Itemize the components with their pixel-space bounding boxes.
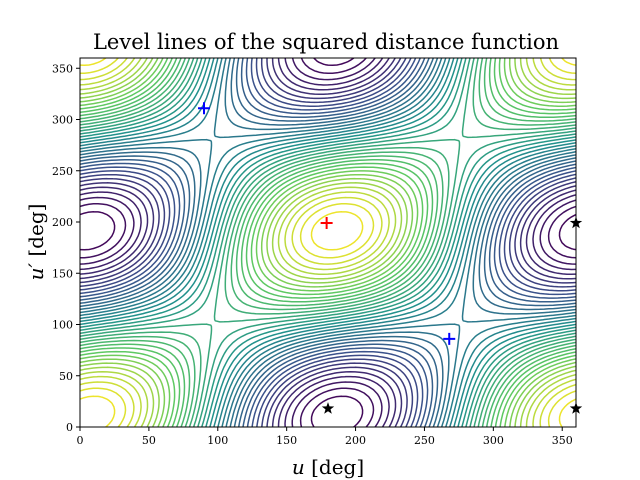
x-tick-label: 350 <box>552 434 573 447</box>
y-tick-label: 250 <box>52 165 73 178</box>
plot-frame <box>79 57 577 428</box>
contour-level <box>80 58 576 427</box>
y-tick-label: 100 <box>52 319 73 332</box>
contour-level <box>80 58 576 427</box>
contour-level <box>80 58 576 427</box>
contour-level <box>80 58 576 427</box>
contour-level <box>80 58 576 427</box>
contour-level <box>80 58 576 427</box>
contour-level <box>80 58 576 427</box>
y-tick-label: 0 <box>66 421 73 434</box>
y-tick-label: 350 <box>52 62 73 75</box>
x-tick-label: 0 <box>77 434 84 447</box>
x-axis-variable: u <box>292 455 305 479</box>
contour-level <box>80 58 576 427</box>
contour-level <box>80 58 576 427</box>
contour-level <box>80 58 576 427</box>
contour-level <box>80 58 576 427</box>
x-tick-label: 300 <box>483 434 504 447</box>
y-axis-label: u′ [deg] <box>24 204 48 281</box>
y-tick-label: 150 <box>52 267 73 280</box>
star-marker <box>321 402 335 414</box>
contour-level <box>80 58 576 427</box>
contour-level <box>80 58 576 427</box>
contour-lines <box>80 58 576 427</box>
contour-level <box>80 58 576 427</box>
star-marker <box>569 216 583 229</box>
contour-level <box>80 58 576 427</box>
contour-level <box>80 58 576 427</box>
x-tick-label: 50 <box>142 434 156 447</box>
markers <box>198 102 583 414</box>
y-axis-variable: u′ <box>24 263 48 281</box>
contour-level <box>80 58 576 427</box>
contour-level <box>80 58 576 427</box>
contour-level <box>80 58 576 427</box>
y-tick-label: 50 <box>59 370 73 383</box>
contour-level <box>80 58 576 427</box>
contour-level <box>80 58 576 427</box>
contour-level <box>80 58 576 427</box>
contour-level <box>80 58 576 427</box>
contour-level <box>80 58 576 427</box>
chart-title: Level lines of the squared distance func… <box>93 30 559 54</box>
y-tick-label: 300 <box>52 114 73 127</box>
plot-area <box>79 57 577 428</box>
contour-level <box>80 58 576 427</box>
x-axis-label: u [deg] <box>292 455 364 479</box>
x-tick-label: 250 <box>414 434 435 447</box>
plus-marker <box>443 332 456 345</box>
contour-level <box>80 58 576 427</box>
y-axis-unit: [deg] <box>24 204 48 263</box>
contour-level <box>80 58 576 427</box>
y-axis-ticks: 0 50 100 150 200 250 300 350 <box>52 62 80 434</box>
contour-level <box>80 58 576 427</box>
contour-level <box>80 58 576 427</box>
contour-level <box>80 58 576 427</box>
x-tick-label: 200 <box>345 434 366 447</box>
star-marker <box>569 402 583 414</box>
x-tick-label: 150 <box>276 434 297 447</box>
plus-marker <box>320 217 333 230</box>
contour-level <box>80 58 576 427</box>
x-tick-label: 100 <box>207 434 228 447</box>
contour-level <box>80 58 576 427</box>
contour-level <box>80 58 576 427</box>
contour-level <box>80 58 576 427</box>
contour-level <box>80 58 576 427</box>
x-axis-ticks: 0 50 100 150 200 250 300 350 <box>77 427 573 447</box>
plus-marker <box>198 102 210 115</box>
contour-level <box>80 58 576 427</box>
x-axis-unit: [deg] <box>305 455 364 479</box>
contour-level <box>80 58 576 427</box>
contour-level <box>80 58 576 427</box>
y-tick-label: 200 <box>52 216 73 229</box>
